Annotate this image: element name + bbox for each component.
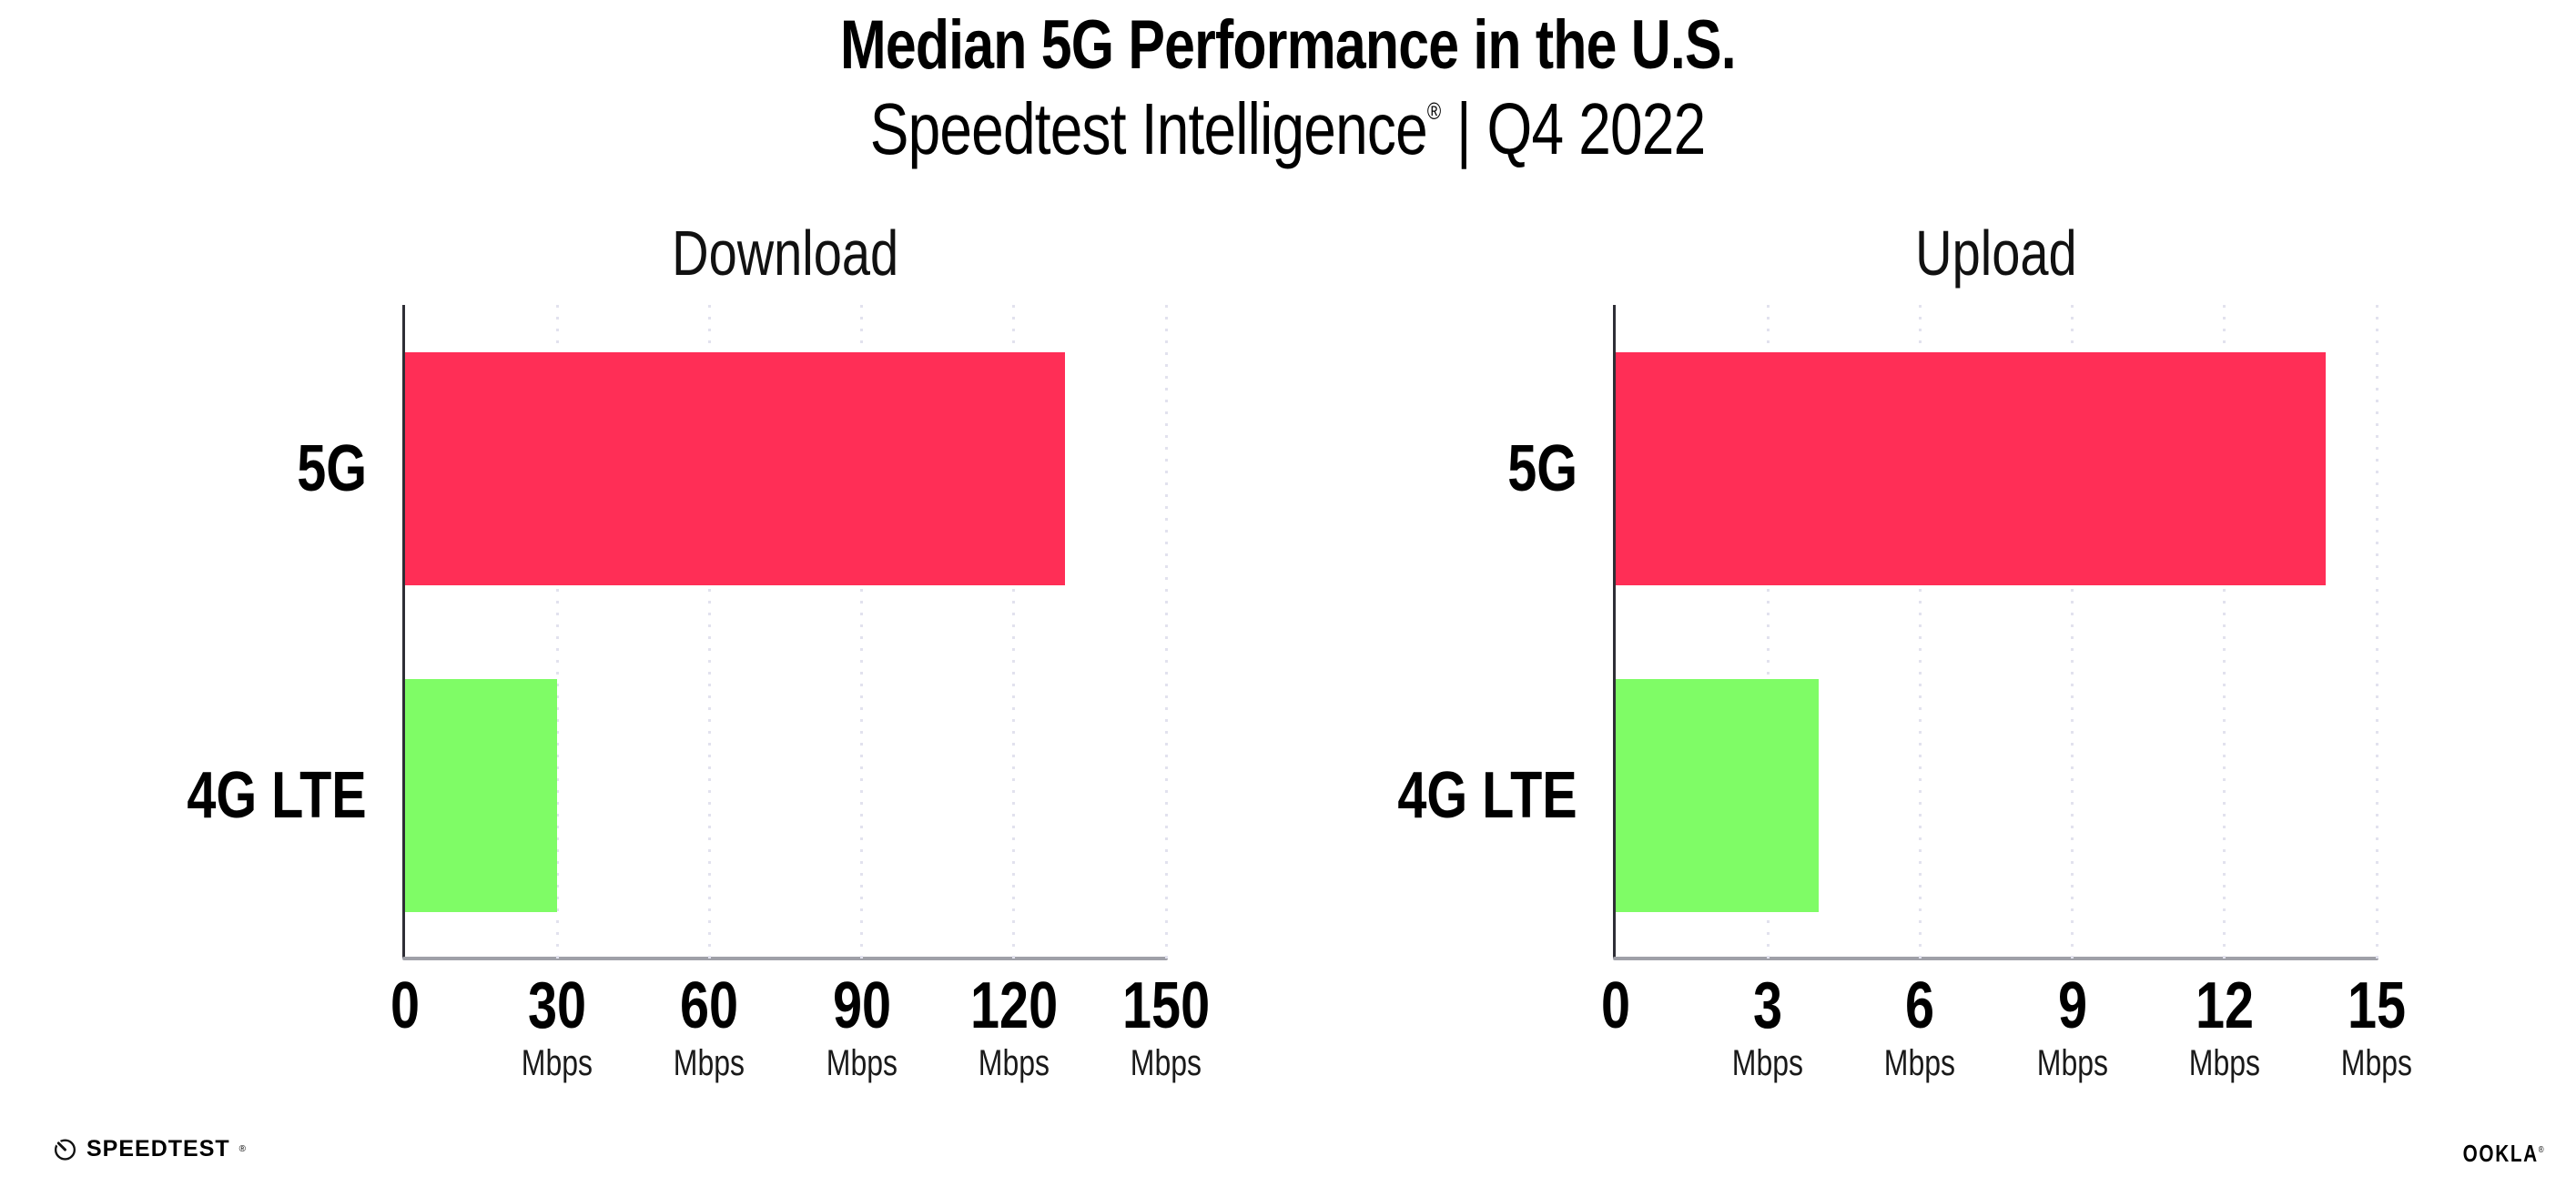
x-tick-value: 15 — [2347, 969, 2407, 1042]
page-subtitle-text: Speedtest Intelligence® | Q4 2022 — [870, 87, 1706, 171]
speedtest-registered-mark: ® — [238, 1144, 247, 1154]
x-tick-value: 12 — [2195, 969, 2254, 1042]
x-tick-label: 15 Mbps — [2295, 969, 2459, 1084]
speedtest-gauge-icon — [54, 1139, 76, 1161]
x-tick-value: 3 — [1753, 969, 1783, 1042]
x-tick-label: 30 Mbps — [475, 969, 639, 1084]
download-chart-title: Download — [405, 217, 1166, 289]
subtitle-period: Q4 2022 — [1486, 88, 1707, 169]
speedtest-wordmark: SPEEDTEST — [86, 1136, 230, 1161]
subtitle-separator: | — [1456, 88, 1472, 169]
upload-chart: Upload 0 3 Mbps 6 Mbps 9 Mbps 12 Mbps 15 Mbps 5G 4G … — [1398, 218, 2412, 1083]
x-axis-line — [402, 957, 1168, 960]
upload-chart-title: Upload — [1616, 217, 2377, 289]
gridline — [555, 305, 559, 959]
download-chart: Download 0 30 Mbps 60 Mbps 90 Mbps 120 Mbps 150 Mb… — [188, 218, 1210, 1083]
x-tick-value: 9 — [2057, 969, 2087, 1042]
x-tick-value: 120 — [969, 969, 1058, 1042]
gridline — [2071, 305, 2074, 959]
x-tick-unit: Mbps — [978, 1043, 1050, 1083]
x-tick-label: 6 Mbps — [1838, 969, 2002, 1084]
page-subtitle: Speedtest Intelligence® | Q4 2022 — [0, 87, 2576, 171]
gridline — [1766, 305, 1770, 959]
x-tick-label: 0 — [1534, 969, 1698, 1042]
speedtest-logo: SPEEDTEST ® — [53, 1136, 246, 1162]
page-title: Median 5G Performance in the U.S. — [0, 5, 2576, 85]
bar-5g — [1616, 351, 2327, 585]
x-axis-line — [1613, 957, 2378, 960]
x-tick-unit: Mbps — [2036, 1043, 2108, 1083]
bar-4g-lte — [1616, 678, 1819, 912]
bar-5g — [405, 351, 1065, 585]
x-tick-unit: Mbps — [826, 1043, 898, 1083]
ookla-wordmark-wrap: OOKLA® — [2462, 1140, 2545, 1168]
x-tick-unit: Mbps — [1130, 1043, 1202, 1083]
x-tick-value: 0 — [390, 969, 421, 1042]
category-label-5g: 5G — [297, 431, 367, 505]
page-title-text: Median 5G Performance in the U.S. — [840, 6, 1737, 84]
gridline — [2223, 305, 2226, 959]
x-tick-value: 150 — [1121, 969, 1211, 1042]
gridline — [1918, 305, 1922, 959]
x-tick-label: 150 Mbps — [1084, 969, 1248, 1084]
gridline — [2375, 305, 2378, 959]
x-tick-label: 60 Mbps — [627, 969, 791, 1084]
bar-4g-lte — [405, 678, 558, 912]
x-tick-value: 90 — [832, 969, 891, 1042]
ookla-registered-mark: ® — [2538, 1145, 2545, 1155]
x-tick-label: 90 Mbps — [780, 969, 944, 1084]
x-tick-unit: Mbps — [2188, 1043, 2260, 1083]
download-chart-title-text: Download — [672, 218, 899, 289]
registered-mark: ® — [1427, 97, 1441, 125]
ookla-wordmark: OOKLA — [2462, 1140, 2539, 1167]
x-tick-value: 6 — [1905, 969, 1935, 1042]
ookla-logo: OOKLA® — [2442, 1140, 2545, 1168]
x-tick-label: 12 Mbps — [2143, 969, 2307, 1084]
x-tick-value: 0 — [1600, 969, 1631, 1042]
x-tick-label: 0 — [323, 969, 487, 1042]
x-tick-unit: Mbps — [1732, 1043, 1804, 1083]
x-tick-label: 3 Mbps — [1686, 969, 1850, 1084]
gridline — [707, 305, 711, 959]
x-tick-unit: Mbps — [674, 1043, 745, 1083]
subtitle-brand: Speedtest Intelligence — [870, 88, 1428, 169]
category-label-4g-lte: 4G LTE — [187, 758, 367, 832]
x-tick-value: 60 — [680, 969, 739, 1042]
upload-chart-title-text: Upload — [1915, 218, 2077, 289]
gridline — [1164, 305, 1168, 959]
x-tick-label: 9 Mbps — [1991, 969, 2155, 1084]
x-tick-unit: Mbps — [1884, 1043, 1956, 1083]
x-tick-value: 30 — [528, 969, 587, 1042]
gridline — [860, 305, 864, 959]
x-tick-unit: Mbps — [2340, 1043, 2413, 1083]
category-label-5g: 5G — [1507, 431, 1577, 505]
gridline — [1012, 305, 1016, 959]
category-label-4g-lte: 4G LTE — [1397, 758, 1577, 832]
x-tick-unit: Mbps — [522, 1043, 593, 1083]
x-tick-label: 120 Mbps — [932, 969, 1096, 1084]
